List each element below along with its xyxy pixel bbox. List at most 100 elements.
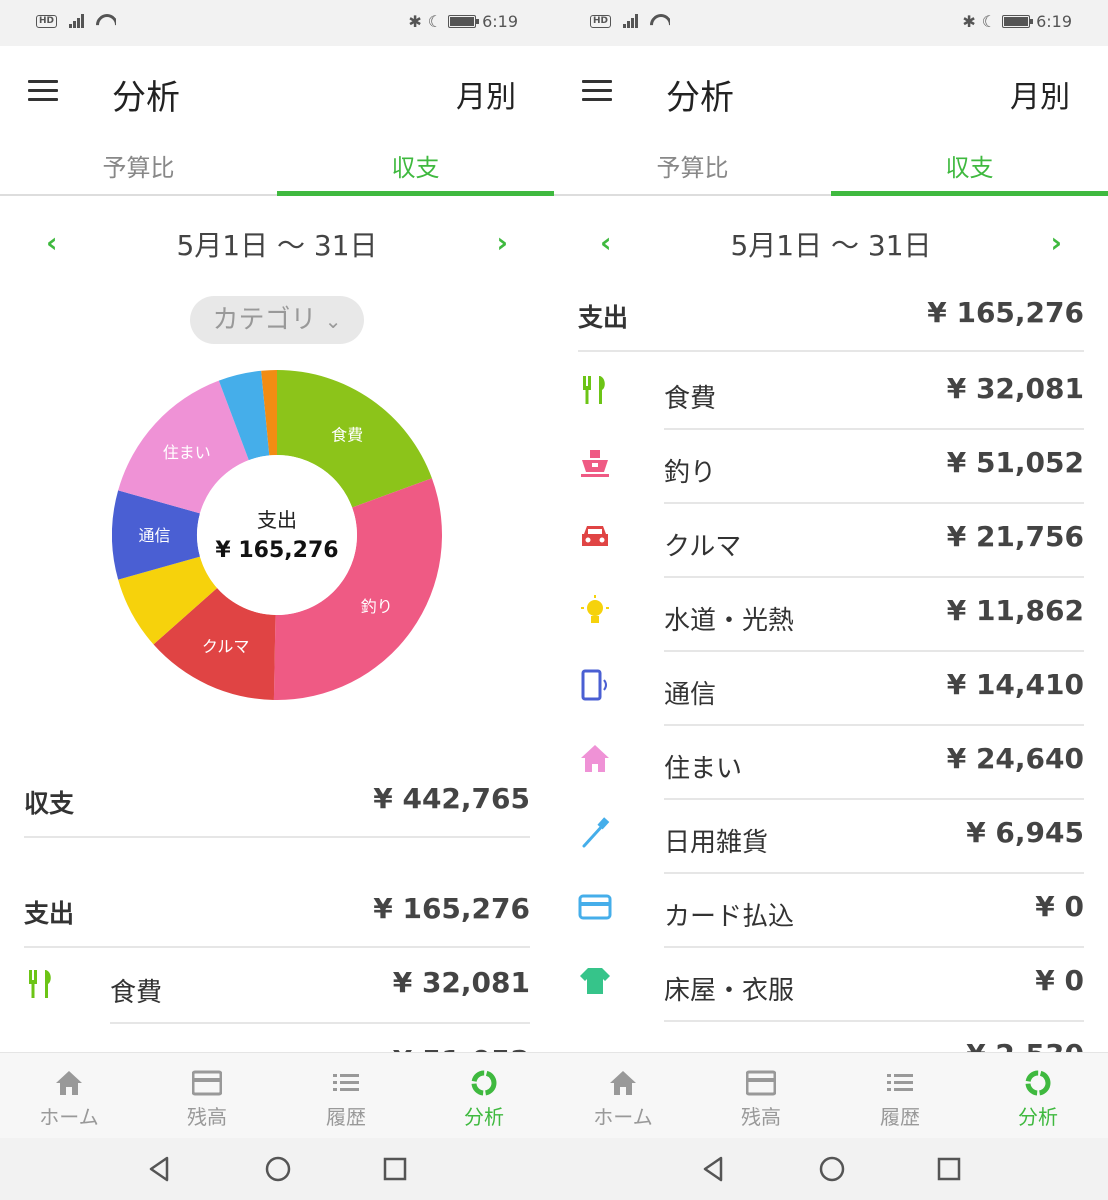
back-icon[interactable]: [145, 1154, 175, 1184]
donut-center-label: 支出: [257, 508, 297, 532]
battery-icon: [1002, 15, 1034, 28]
category-row[interactable]: 食費 ¥ 32,081: [24, 950, 530, 1024]
tab-balance[interactable]: 収支: [945, 154, 994, 182]
category-amount: ¥ 21,756: [946, 520, 1084, 553]
wifi-icon: [650, 14, 670, 28]
category-row[interactable]: カード払込 ¥ 0: [578, 874, 1084, 948]
nav-balance[interactable]: 残高: [157, 1069, 257, 1130]
next-month-button[interactable]: ›: [496, 226, 508, 259]
tab-budget[interactable]: 予算比: [656, 154, 729, 182]
recents-icon[interactable]: [380, 1154, 410, 1184]
battery-icon: [448, 15, 480, 28]
category-row[interactable]: 食費 ¥ 32,081: [578, 356, 1084, 430]
nav-balance[interactable]: 残高: [711, 1069, 811, 1130]
pie-slice[interactable]: [273, 478, 442, 700]
category-name: 床屋・衣服: [664, 976, 795, 1006]
status-bar: HD ✱ ☾ 6:19: [554, 0, 1108, 46]
category-row[interactable]: 床屋・衣服 ¥ 0: [578, 948, 1084, 1022]
home-circle-icon[interactable]: [817, 1154, 847, 1184]
pie-slice[interactable]: [118, 380, 249, 514]
divider: [110, 1022, 530, 1024]
home-circle-icon[interactable]: [263, 1154, 293, 1184]
nav-home-label: ホーム: [39, 1105, 99, 1129]
page-title: 分析: [666, 78, 734, 118]
next-month-button[interactable]: ›: [1050, 226, 1062, 259]
pie-slice[interactable]: [112, 490, 200, 580]
donut-hole: [197, 455, 357, 615]
expense-row: 支出 ¥ 165,276: [24, 874, 530, 948]
home-icon: [610, 1071, 636, 1095]
wallet-icon: [746, 1070, 776, 1096]
nav-balance-label: 残高: [187, 1105, 227, 1129]
pie-slice[interactable]: [153, 588, 276, 700]
category-row-partial[interactable]: ¥ 51,052: [24, 1024, 530, 1052]
hd-badge: HD: [36, 14, 58, 28]
nav-history-label: 履歴: [326, 1105, 366, 1129]
nav-balance-label: 残高: [741, 1105, 781, 1129]
category-amount: ¥ 2,530: [966, 1038, 1084, 1052]
pie-slice[interactable]: [218, 370, 270, 461]
category-amount: ¥ 6,945: [966, 816, 1084, 849]
category-amount: ¥ 32,081: [946, 372, 1084, 405]
expense-label: 支出: [578, 303, 629, 332]
nav-history[interactable]: 履歴: [850, 1069, 950, 1130]
category-row[interactable]: 水道・光熱 ¥ 11,862: [578, 578, 1084, 652]
category-amount: ¥ 11,862: [946, 594, 1084, 627]
prev-month-button[interactable]: ‹: [600, 226, 612, 259]
toothbrush-icon: [582, 817, 610, 848]
app-bar: 分析 月別: [554, 46, 1108, 136]
boat-icon: [24, 1040, 58, 1052]
phone-icon: [581, 669, 607, 701]
category-name: 食費: [110, 978, 163, 1008]
nav-home[interactable]: ホーム: [573, 1069, 673, 1130]
category-amount: ¥ 0: [1035, 964, 1084, 997]
nav-history[interactable]: 履歴: [296, 1069, 396, 1130]
tab-budget[interactable]: 予算比: [102, 154, 175, 182]
period-selector[interactable]: 月別: [1010, 80, 1070, 115]
pie-slice[interactable]: [261, 370, 277, 456]
category-dropdown[interactable]: カテゴリ ⌄: [190, 296, 364, 344]
divider: [664, 946, 1084, 948]
divider: [664, 798, 1084, 800]
nav-home[interactable]: ホーム: [19, 1069, 119, 1130]
prev-month-button[interactable]: ‹: [46, 226, 58, 259]
pie-slice[interactable]: [118, 556, 218, 645]
pie-slice[interactable]: [277, 370, 432, 508]
divider: [664, 428, 1084, 430]
shirt-icon: [580, 968, 610, 994]
card-icon: [578, 894, 612, 920]
category-row[interactable]: 釣り ¥ 51,052: [578, 430, 1084, 504]
nav-analysis[interactable]: 分析: [988, 1069, 1088, 1130]
divider: [664, 724, 1084, 726]
screen-left: HD ✱ ☾ 6:19 分析 月別 予算比 収支 ‹ 5月1日 〜 31日 › …: [0, 0, 554, 1200]
pie-slice-label: 食費: [331, 426, 363, 445]
pie-slice-label: クルマ: [202, 637, 250, 656]
tab-balance[interactable]: 収支: [391, 154, 440, 182]
back-icon[interactable]: [699, 1154, 729, 1184]
nav-analysis-label: 分析: [464, 1105, 504, 1129]
menu-icon[interactable]: [28, 80, 58, 102]
expense-label: 支出: [24, 899, 75, 928]
status-time: 6:19: [1036, 12, 1072, 31]
menu-icon[interactable]: [582, 80, 612, 102]
period-selector[interactable]: 月別: [456, 80, 516, 115]
recents-icon[interactable]: [934, 1154, 964, 1184]
wifi-icon: [96, 14, 116, 28]
nav-analysis-label: 分析: [1018, 1105, 1058, 1129]
date-navigator: ‹ 5月1日 〜 31日 ›: [0, 206, 554, 276]
category-row[interactable]: 住まい ¥ 24,640: [578, 726, 1084, 800]
date-range: 5月1日 〜 31日: [730, 229, 932, 262]
divider: [664, 650, 1084, 652]
bluetooth-icon: ✱: [962, 12, 976, 31]
moon-icon: ☾: [981, 12, 997, 31]
category-row[interactable]: 日用雑貨 ¥ 6,945: [578, 800, 1084, 874]
category-row[interactable]: 通信 ¥ 14,410: [578, 652, 1084, 726]
category-row-partial[interactable]: ¥ 2,530: [578, 1022, 1084, 1052]
nav-analysis[interactable]: 分析: [434, 1069, 534, 1130]
category-amount: ¥ 24,640: [946, 742, 1084, 775]
tab-indicator: [277, 191, 554, 196]
category-row[interactable]: クルマ ¥ 21,756: [578, 504, 1084, 578]
page-title: 分析: [112, 78, 180, 118]
divider: [664, 872, 1084, 874]
